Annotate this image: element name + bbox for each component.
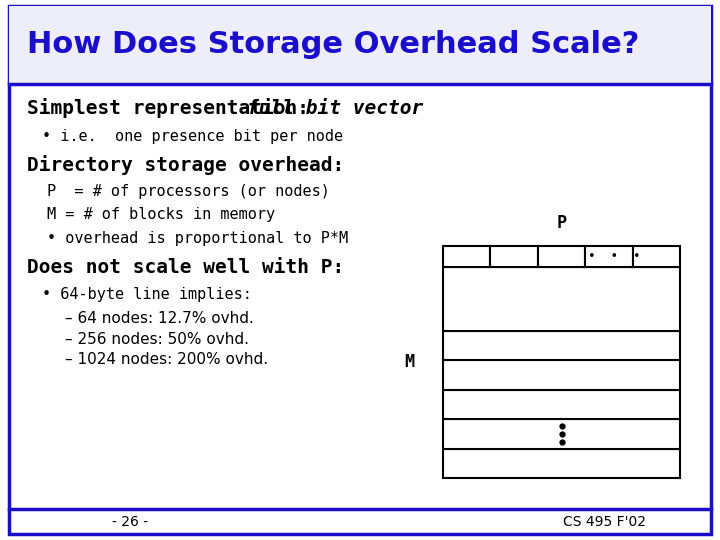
- Text: – 256 nodes: 50% ovhd.: – 256 nodes: 50% ovhd.: [65, 332, 249, 347]
- Text: Does not scale well with P:: Does not scale well with P:: [27, 258, 345, 277]
- Bar: [538, 246, 585, 267]
- Bar: [585, 246, 633, 267]
- Text: - 26 -: - 26 -: [112, 515, 148, 529]
- Text: – 64 nodes: 12.7% ovhd.: – 64 nodes: 12.7% ovhd.: [65, 311, 253, 326]
- Bar: [490, 246, 538, 267]
- Text: •  •  •: • • •: [588, 250, 640, 263]
- Text: • overhead is proportional to P*M: • overhead is proportional to P*M: [47, 231, 348, 246]
- Bar: [9, 6, 711, 84]
- Bar: [443, 390, 680, 419]
- Text: – 1024 nodes: 200% ovhd.: – 1024 nodes: 200% ovhd.: [65, 352, 268, 367]
- Text: M = # of blocks in memory: M = # of blocks in memory: [47, 207, 275, 222]
- Bar: [443, 267, 680, 331]
- Text: Simplest representation:: Simplest representation:: [27, 98, 321, 118]
- Text: full bit vector: full bit vector: [247, 98, 423, 118]
- FancyBboxPatch shape: [9, 6, 711, 534]
- Text: Directory storage overhead:: Directory storage overhead:: [27, 154, 345, 175]
- Text: • i.e.  one presence bit per node: • i.e. one presence bit per node: [42, 129, 343, 144]
- Bar: [443, 419, 680, 449]
- Bar: [443, 246, 490, 267]
- Text: P  = # of processors (or nodes): P = # of processors (or nodes): [47, 184, 330, 199]
- Text: P: P: [557, 214, 567, 232]
- Text: M: M: [404, 353, 414, 371]
- Text: How Does Storage Overhead Scale?: How Does Storage Overhead Scale?: [27, 30, 640, 59]
- Bar: [443, 361, 680, 390]
- Bar: [443, 331, 680, 361]
- Bar: [633, 246, 680, 267]
- Bar: [443, 449, 680, 478]
- Text: • 64-byte line implies:: • 64-byte line implies:: [42, 287, 251, 302]
- Text: CS 495 F'02: CS 495 F'02: [563, 515, 647, 529]
